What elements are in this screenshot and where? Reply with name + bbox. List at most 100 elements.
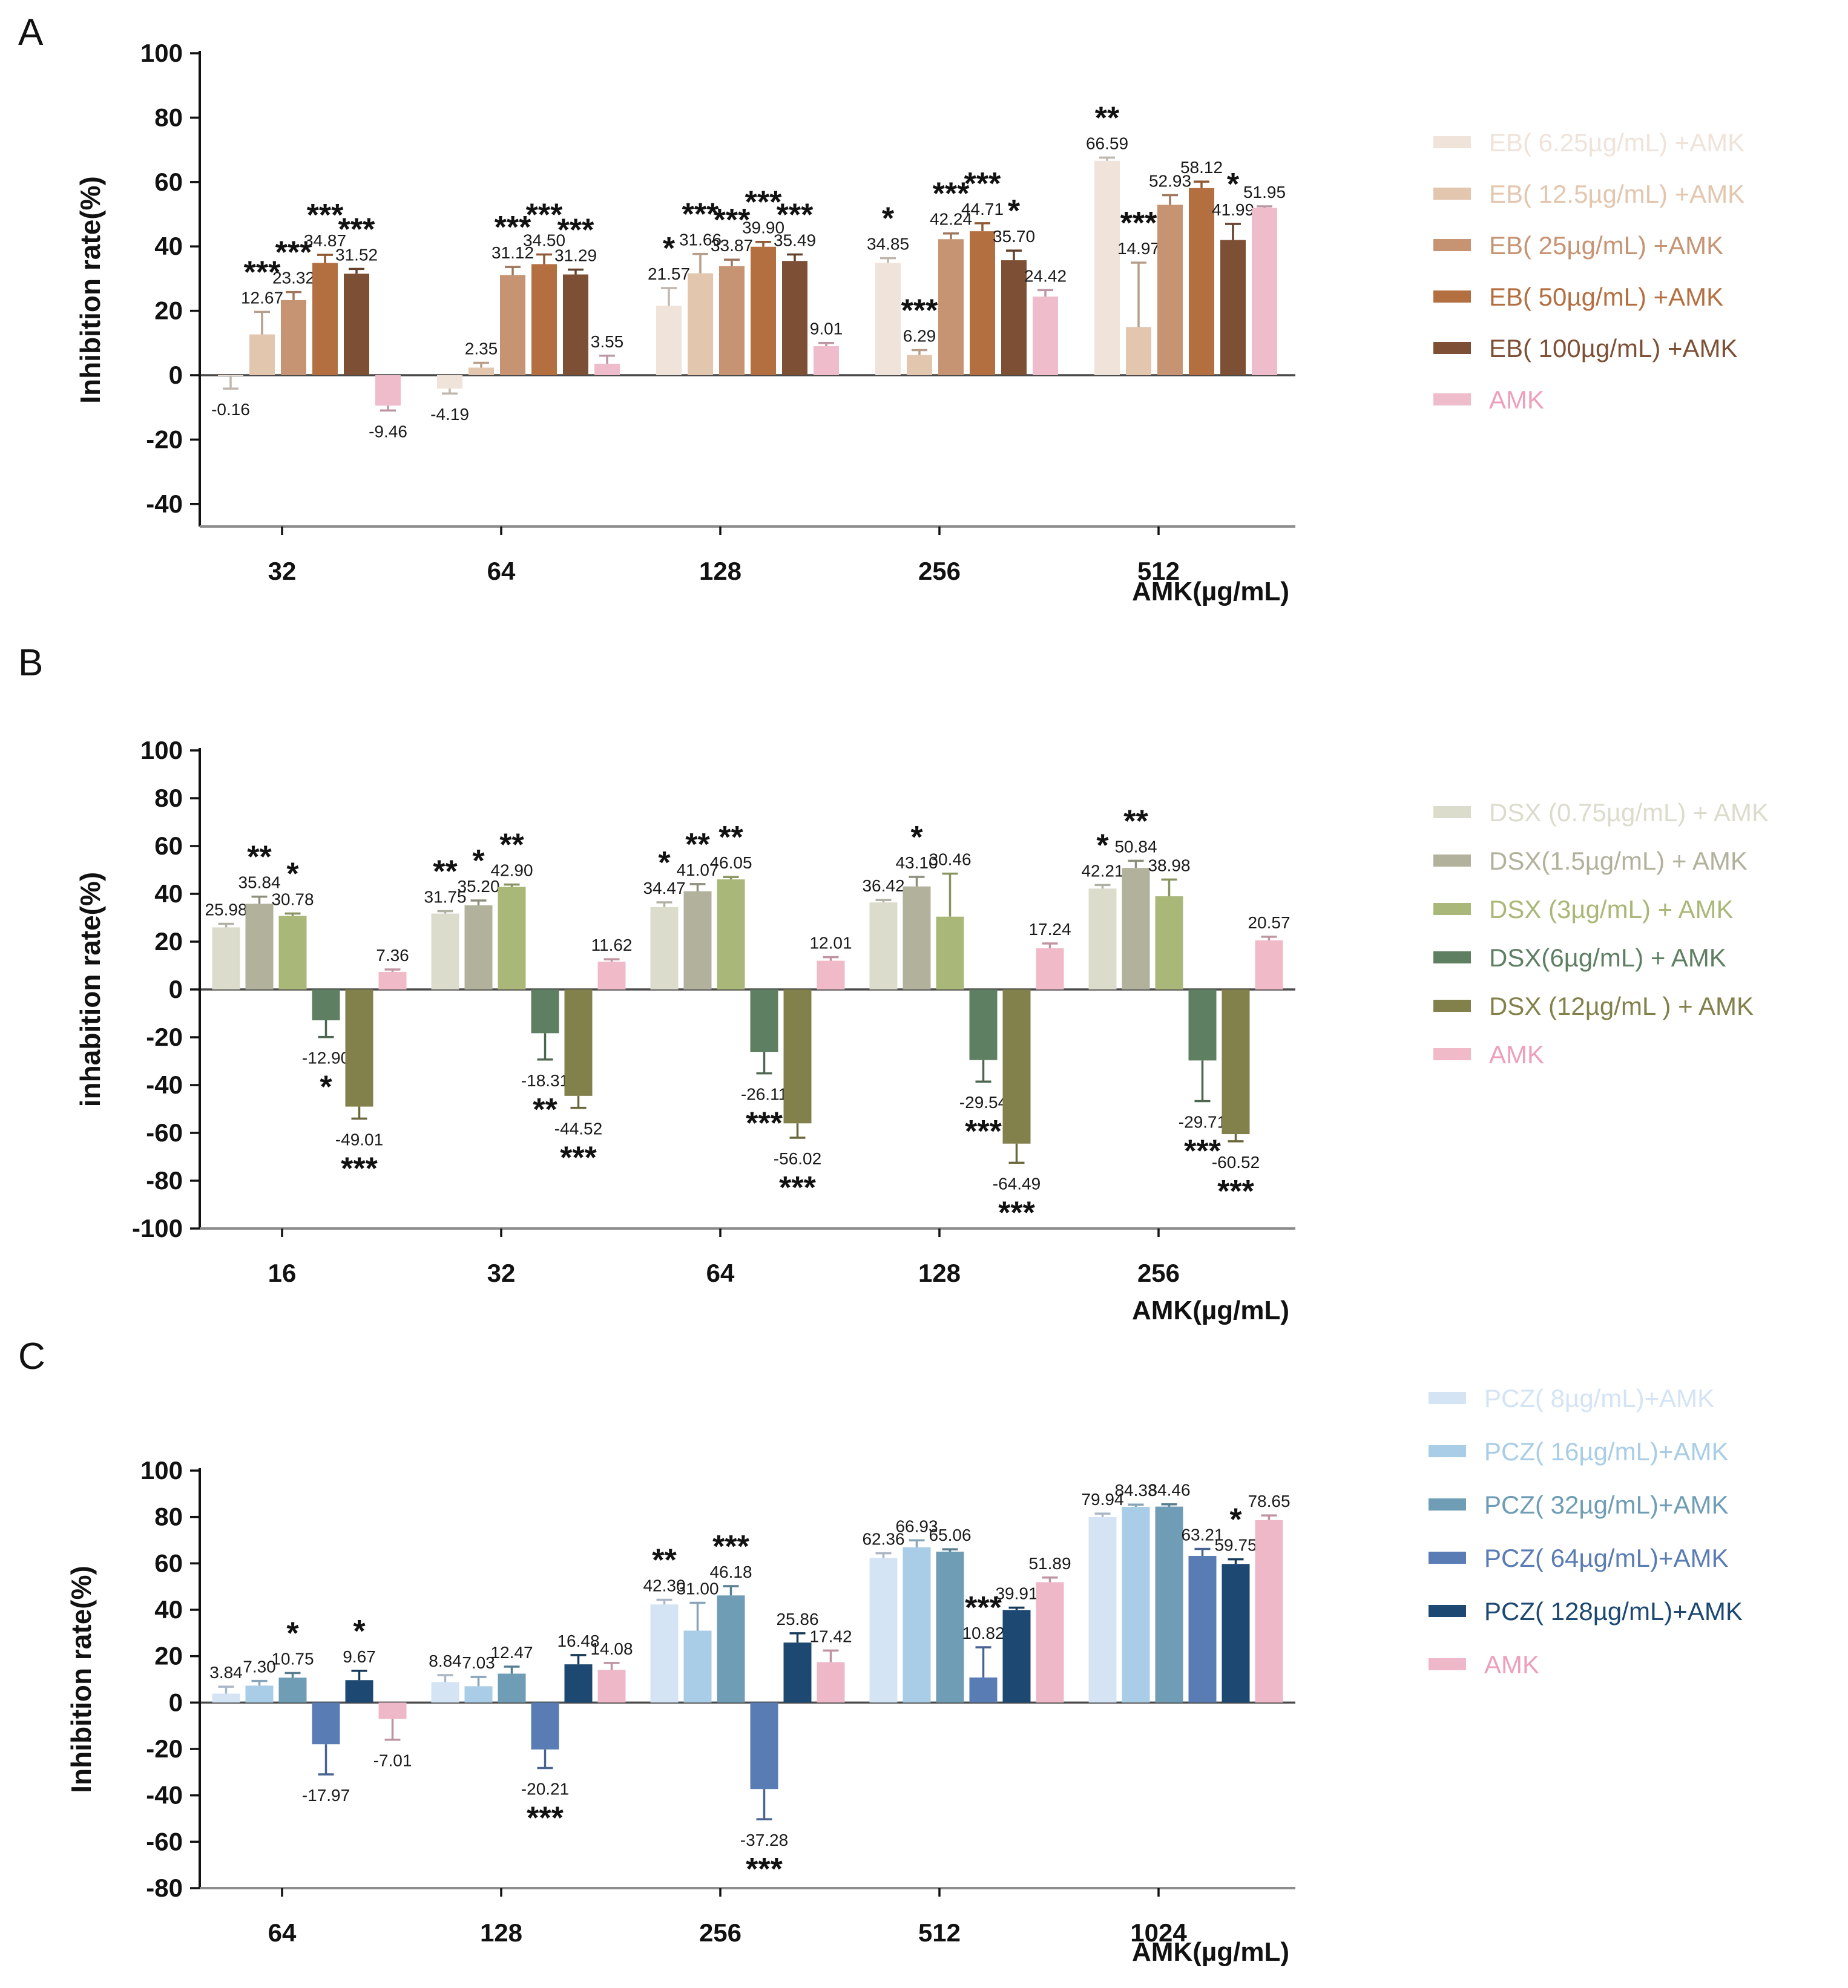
bar (1002, 989, 1031, 1144)
legend-swatch (1433, 188, 1471, 200)
bar (817, 960, 845, 989)
bar (903, 1547, 931, 1703)
value-label: -29.71 (1179, 1113, 1226, 1132)
y-tick-label: 80 (154, 784, 183, 812)
significance-stars: * (320, 1070, 332, 1105)
value-label: 35.70 (993, 227, 1035, 246)
significance-stars: *** (746, 1106, 783, 1141)
bar (683, 891, 712, 989)
significance-stars: * (286, 1616, 299, 1651)
bar (1033, 297, 1058, 375)
significance-stars: *** (1120, 206, 1157, 241)
y-tick-label: -80 (146, 1166, 183, 1195)
bar (281, 300, 306, 375)
x-tick-label: 512 (918, 1918, 961, 1947)
value-label: 84.33 (1114, 1481, 1157, 1500)
value-label: 34.50 (523, 231, 565, 249)
y-tick-label: 80 (154, 103, 183, 131)
legend-swatch (1433, 1048, 1471, 1060)
x-tick-label: 512 (1137, 557, 1180, 585)
value-label: -17.97 (302, 1786, 350, 1805)
bar (531, 1702, 559, 1750)
bar (1122, 868, 1150, 989)
y-tick-label: -80 (146, 1874, 183, 1902)
y-tick-label: -40 (146, 1781, 183, 1809)
value-label: -64.49 (993, 1174, 1041, 1193)
bar (817, 1662, 845, 1703)
significance-stars: ** (718, 820, 743, 855)
significance-stars: *** (779, 1170, 816, 1206)
legend-swatch (1433, 806, 1471, 818)
value-label: 41.99 (1212, 200, 1254, 219)
significance-stars: *** (526, 197, 563, 232)
significance-stars: ** (1123, 804, 1148, 839)
y-tick-label: -40 (146, 490, 183, 518)
value-label: 2.35 (465, 339, 498, 358)
significance-stars: * (472, 844, 485, 879)
significance-stars: * (353, 1614, 366, 1649)
value-label: 46.18 (709, 1563, 752, 1581)
significance-stars: *** (275, 235, 312, 271)
significance-stars: *** (1217, 1174, 1254, 1209)
panel-a-label: A (18, 11, 44, 53)
value-label: -18.31 (521, 1071, 569, 1090)
bar (245, 904, 274, 989)
significance-stars: * (1227, 167, 1240, 202)
bar (594, 364, 620, 375)
value-label: 35.20 (457, 877, 499, 896)
value-label: 39.90 (742, 218, 784, 237)
significance-stars: * (663, 231, 676, 266)
bar (597, 962, 626, 989)
legend-label: EB( 6.25µg/mL) +AMK (1489, 128, 1744, 157)
bar (875, 263, 901, 375)
significance-stars: *** (307, 198, 344, 233)
bar (970, 231, 995, 375)
bar (498, 1673, 526, 1703)
x-tick-label: 1024 (1130, 1918, 1187, 1947)
value-label: 46.05 (709, 853, 752, 872)
bar (249, 334, 275, 375)
significance-stars: ** (247, 840, 272, 875)
value-label: 10.82 (962, 1624, 1004, 1642)
value-label: 8.84 (429, 1652, 462, 1670)
y-tick-label: -20 (146, 425, 183, 453)
value-label: -12.90 (302, 1049, 350, 1068)
panel-c: C 3.84 8.84 42.30 ** 62.36 79.94 7.30 7.03 31.00… (0, 1325, 1848, 1988)
value-label: 42.24 (930, 210, 972, 229)
bar (531, 989, 559, 1034)
bar (782, 261, 807, 375)
bar (278, 1678, 307, 1703)
y-tick-label: 0 (169, 1688, 183, 1716)
x-tick-label: 64 (487, 557, 516, 585)
legend-label: DSX (3µg/mL) + AMK (1489, 895, 1734, 923)
value-label: 7.36 (376, 946, 409, 965)
bar (1094, 160, 1120, 375)
legend-swatch (1429, 1392, 1466, 1404)
value-label: 66.93 (895, 1517, 938, 1535)
bar (212, 927, 240, 989)
bar (1002, 1610, 1031, 1703)
legend-label: DSX(6µg/mL) + AMK (1489, 943, 1726, 972)
value-label: 30.78 (271, 890, 314, 908)
legend-label: AMK (1484, 1650, 1539, 1679)
bar (1222, 989, 1250, 1135)
x-axis-title: AMK(µg/mL) (1132, 1937, 1289, 1967)
significance-stars: * (286, 856, 299, 891)
bar (437, 375, 462, 389)
bar (344, 274, 369, 375)
bar (936, 1551, 964, 1703)
value-label: 62.36 (862, 1530, 904, 1549)
significance-stars: * (1008, 194, 1021, 229)
legend-swatch (1429, 1605, 1466, 1617)
value-label: 44.71 (961, 200, 1004, 218)
y-tick-label: 80 (154, 1503, 183, 1531)
value-label: 41.07 (676, 861, 718, 879)
significance-stars: *** (712, 1529, 749, 1564)
x-tick-label: 16 (268, 1259, 297, 1287)
y-tick-label: 40 (154, 1595, 183, 1624)
significance-stars: *** (965, 1590, 1002, 1626)
value-label: -56.02 (774, 1149, 821, 1168)
bar (1157, 205, 1183, 375)
